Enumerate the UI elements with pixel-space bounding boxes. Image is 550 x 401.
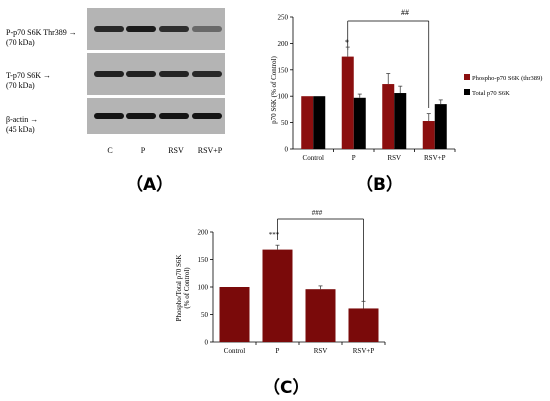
blot-image-actin — [87, 98, 225, 134]
blot-label-tp70: T-p70 S6K → (70 kDa) — [6, 71, 52, 90]
chart-b-xtick-label: RSV+P — [424, 154, 446, 162]
chart-c-bar — [219, 287, 250, 342]
chart-b-bar — [313, 96, 326, 149]
blot-band — [126, 71, 156, 77]
blot-band — [159, 113, 189, 119]
blot-band — [94, 71, 124, 77]
panel-label-a: （A） — [126, 175, 174, 195]
chart-c-ytick-label: 0 — [205, 339, 209, 347]
chart-b-bar — [394, 93, 407, 149]
chart-c-ytick-label: 200 — [198, 229, 209, 237]
blot-band — [159, 71, 189, 77]
chart-c-xtick-label: RSV+P — [353, 347, 375, 355]
chart-c-ytick-label: 50 — [201, 311, 209, 319]
chart-b-bar — [341, 56, 354, 149]
chart-c-ytick-label: 150 — [198, 256, 209, 264]
blot-label-actin: β-actin → (45 kDa) — [6, 115, 39, 134]
blot-image-tp70 — [87, 53, 225, 95]
blot-band — [192, 26, 222, 32]
blot-band — [126, 26, 156, 32]
chart-b-star: * — [345, 38, 349, 47]
chart-c-star: *** — [269, 231, 280, 239]
legend-label-total: Total p70 S6K — [472, 90, 510, 97]
chart-b-ytick-label: 0 — [285, 146, 289, 154]
legend-swatch-phospho — [464, 74, 470, 80]
blot-band — [192, 71, 222, 77]
legend-label-phospho: Phospho-p70 S6K (thr389) — [472, 75, 542, 82]
chart-b-xtick-label: Control — [303, 154, 324, 162]
chart-b-ytick-label: 50 — [281, 119, 289, 127]
chart-b-ylabel: p70 S6K (% of Control) — [270, 56, 278, 124]
chart-c-xtick-label: RSV — [314, 347, 328, 355]
blot-image-pp70 — [87, 8, 225, 50]
chart-c-bar — [348, 308, 379, 342]
chart-c-xtick-label: P — [276, 347, 280, 355]
panel-label-c: （C） — [263, 378, 310, 398]
blot-band — [159, 26, 189, 32]
chart-b-xtick-label: RSV — [387, 154, 401, 162]
chart-b-xtick-label: P — [352, 154, 356, 162]
chart-c-ylabel-line2: (% of Control) — [183, 267, 191, 309]
blot-band — [192, 113, 222, 119]
blot-band — [94, 113, 124, 119]
chart-b-bar — [434, 104, 447, 149]
chart-b-ytick-label: 200 — [278, 40, 289, 48]
chart-b-ytick-label: 250 — [278, 14, 289, 22]
blot-band — [94, 26, 124, 32]
chart-b-bar — [382, 84, 395, 149]
chart-c-bar — [262, 249, 293, 342]
blot-label-pp70: P-p70 S6K Thr389 → (70 kDa) — [6, 28, 77, 47]
chart-b-ytick-label: 150 — [278, 66, 289, 74]
chart-b-bar — [353, 97, 366, 149]
chart-c-xtick-label: Control — [224, 347, 245, 355]
chart-b-bracket-label: ## — [401, 8, 409, 17]
blot-band — [126, 113, 156, 119]
lane-label-p: P — [140, 146, 146, 155]
chart-c-ylabel-line1: Phospho/Total p70 S6K — [175, 255, 183, 322]
chart-b-bar — [422, 121, 435, 149]
lane-label-rsv-p: RSV+P — [197, 146, 223, 155]
lane-label-c: C — [107, 146, 113, 155]
chart-c-bracket-label: ### — [312, 209, 323, 217]
chart-b-bar — [301, 96, 314, 149]
chart-c-bar — [305, 289, 336, 342]
lane-label-rsv: RSV — [168, 146, 184, 155]
chart-b-ytick-label: 100 — [278, 93, 289, 101]
chart-c-ytick-label: 100 — [198, 284, 209, 292]
legend-swatch-total — [464, 89, 470, 95]
panel-label-b: （B） — [356, 175, 403, 195]
